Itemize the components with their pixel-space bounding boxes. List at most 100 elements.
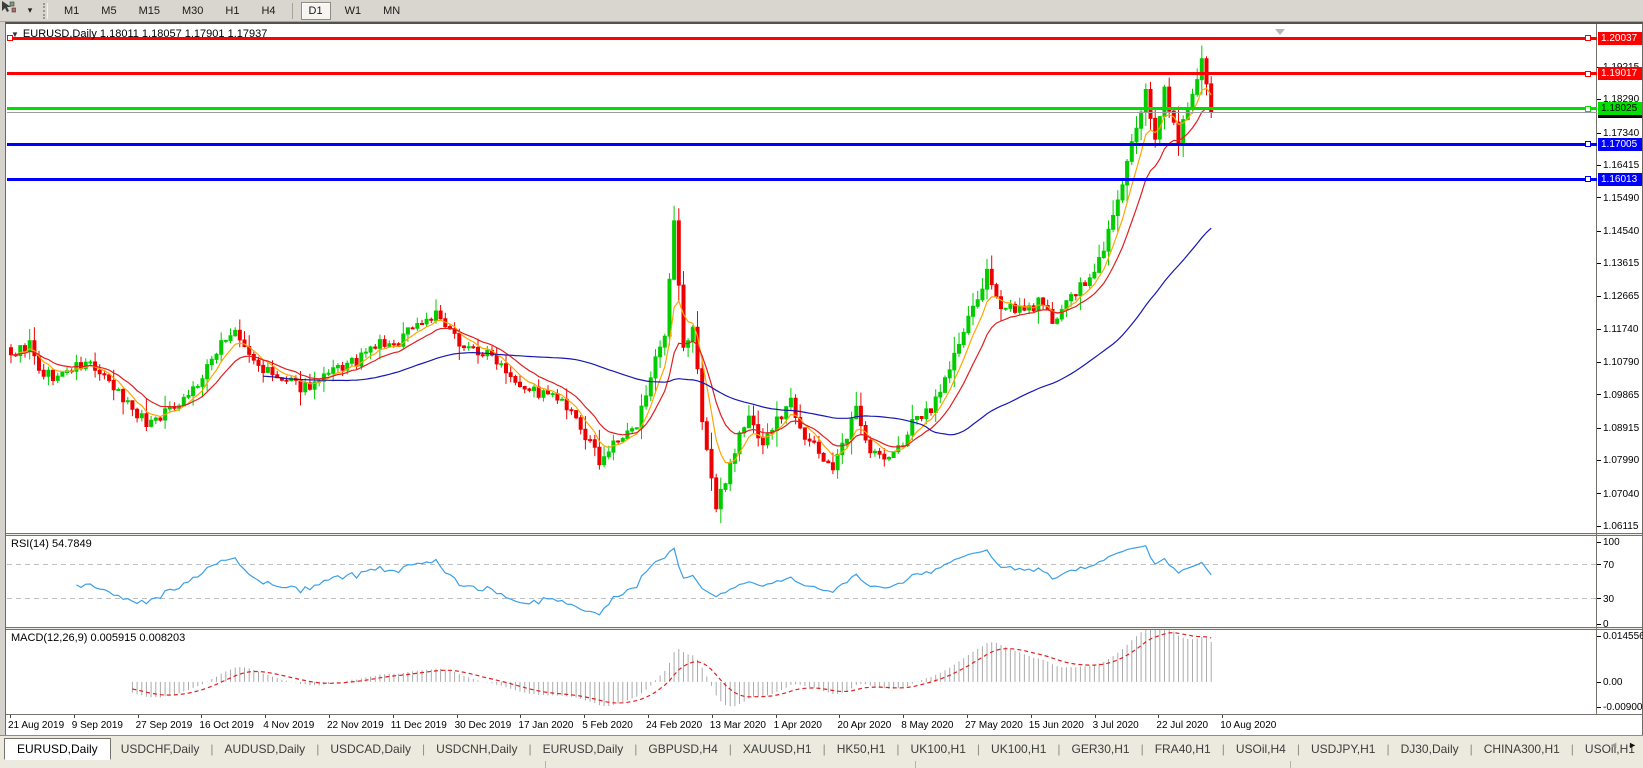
timeframe-button-m15[interactable]: M15	[131, 2, 168, 20]
rsi-tick-label: 100	[1597, 537, 1642, 548]
price-tick-label: 1.12665	[1597, 291, 1642, 302]
level-handle[interactable]	[7, 35, 13, 42]
level-handle[interactable]	[1585, 105, 1591, 112]
price-pane[interactable]: ▼ EURUSD,Daily 1.18011 1.18057 1.17901 1…	[7, 26, 1597, 533]
tab-divider: |	[1057, 742, 1061, 756]
tab-divider: |	[528, 742, 532, 756]
date-label: 21 Aug 2019	[8, 720, 65, 731]
price-tick-label: 1.14540	[1597, 226, 1642, 237]
pane-separator[interactable]	[6, 627, 1642, 630]
level-handle[interactable]	[1585, 141, 1591, 148]
chart-dropdown-icon[interactable]: ▼	[11, 29, 19, 39]
price-tick-label: 1.18290	[1597, 94, 1642, 105]
rsi-label: RSI(14) 54.7849	[11, 538, 92, 550]
date-tick	[648, 715, 649, 718]
chart-tab-gbpusd-h4[interactable]: GBPUSD,H4	[648, 742, 718, 756]
chart-tab-dj30-daily[interactable]: DJ30,Daily	[1400, 742, 1459, 756]
chart-cursor-icon[interactable]	[2, 1, 23, 20]
chart-tab-uk100-h1[interactable]: UK100,H1	[991, 742, 1047, 756]
date-label: 13 Mar 2020	[709, 720, 766, 731]
date-tick	[1030, 715, 1032, 718]
rsi-pane[interactable]: RSI(14) 54.7849	[7, 536, 1597, 627]
timeframe-button-d1[interactable]: D1	[300, 1, 331, 20]
date-label: 9 Sep 2019	[71, 720, 123, 731]
date-tick	[967, 715, 968, 718]
ma-fast	[10, 87, 1212, 464]
timeframe-button-m30[interactable]: M30	[174, 2, 211, 20]
chart-tab-usoil-h4[interactable]: USOil,H4	[1235, 742, 1286, 756]
toolbar-dropdown-icon[interactable]: ▾	[27, 5, 33, 15]
toolbar-grip-handle[interactable]	[43, 2, 48, 19]
timeframe-button-h4[interactable]: H4	[253, 2, 283, 20]
price-level-line[interactable]	[7, 72, 1597, 76]
level-price-badge: 1.18025	[1598, 102, 1642, 116]
chart-tab-eurusd-daily[interactable]: EURUSD,Daily	[542, 742, 624, 756]
date-tick	[839, 715, 841, 718]
chart-tab-audusd-daily[interactable]: AUDUSD,Daily	[224, 742, 306, 756]
chart-tabs-bar: EURUSD,Daily USDCHF,Daily | AUDUSD,Daily | US…	[0, 735, 1643, 768]
tab-divider: |	[896, 742, 900, 756]
level-handle[interactable]	[1585, 176, 1591, 183]
date-label: 27 Sep 2019	[135, 720, 193, 731]
date-tick	[584, 715, 586, 718]
timeframe-button-w1[interactable]: W1	[337, 2, 370, 20]
tab-divider: |	[822, 742, 826, 756]
timeframe-button-m5[interactable]: M5	[93, 2, 124, 20]
level-handle[interactable]	[1585, 35, 1591, 42]
level-price-badge: 1.16013	[1598, 172, 1642, 186]
tab-divider: |	[1221, 742, 1225, 756]
date-label: 5 Feb 2020	[582, 720, 633, 731]
date-label: 11 Dec 2019	[390, 720, 447, 731]
pane-separator[interactable]	[6, 533, 1642, 536]
price-level-line[interactable]	[7, 177, 1597, 181]
date-tick	[903, 715, 905, 718]
date-tick	[775, 715, 777, 718]
price-tick-label: 1.15490	[1597, 193, 1642, 204]
tab-divider: |	[976, 742, 981, 756]
macd-pane[interactable]: MACD(12,26,9) 0.005915 0.008203	[7, 630, 1597, 714]
price-level-line[interactable]	[7, 142, 1597, 146]
chart-tab-usdjpy-h1[interactable]: USDJPY,H1	[1310, 742, 1376, 756]
date-tick	[456, 715, 458, 718]
date-tick	[1094, 715, 1096, 718]
chart-tab-uk100-h1[interactable]: UK100,H1	[910, 742, 966, 756]
chart-tab-hk50-h1[interactable]: HK50,H1	[836, 742, 886, 756]
chart-tab-ger30-h1[interactable]: GER30,H1	[1071, 742, 1130, 756]
macd-label: MACD(12,26,9) 0.005915 0.008203	[11, 632, 186, 644]
price-level-line[interactable]	[7, 36, 1597, 40]
rsi-line	[76, 545, 1212, 616]
timeframe-button-m1[interactable]: M1	[56, 2, 87, 20]
price-level-line[interactable]	[7, 107, 1597, 111]
chart-tabs: EURUSD,Daily USDCHF,Daily | AUDUSD,Daily | US…	[4, 738, 1643, 760]
chart-tab-usdcnh-daily[interactable]: USDCNH,Daily	[436, 742, 518, 756]
price-tick-label: 1.08915	[1597, 423, 1642, 434]
chart-tab-china300-h1[interactable]: CHINA300,H1	[1483, 742, 1560, 756]
date-label: 4 Nov 2019	[263, 720, 315, 731]
chart-tab-usdcad-daily[interactable]: USDCAD,Daily	[330, 742, 411, 756]
toolbar-separator	[291, 2, 293, 19]
ma-slow	[263, 227, 1212, 436]
chart-tab-xauusd-h1[interactable]: XAUUSD,H1	[742, 742, 812, 756]
price-tick-label: 1.16415	[1597, 160, 1642, 171]
macd-axis: 0.014556 0.00 -0.009001	[1597, 630, 1643, 714]
date-axis[interactable]: 21 Aug 2019 9 Sep 2019 27 Sep 2019 16 Oct 2…	[6, 714, 1642, 735]
timeframe-button-h1[interactable]: H1	[217, 2, 247, 20]
chart-tab-eurusd-daily[interactable]: EURUSD,Daily	[4, 738, 111, 760]
date-tick	[1158, 715, 1160, 718]
date-label: 20 Apr 2020	[837, 720, 892, 731]
scroll-to-end-marker[interactable]	[1275, 29, 1285, 35]
rsi-tick-label: 0	[1597, 619, 1642, 630]
tabs-scroll-right-icon[interactable]: ►	[1628, 740, 1637, 750]
chart-tab-usdchf-daily[interactable]: USDCHF,Daily	[120, 742, 200, 756]
chart-tab-fra40-h1[interactable]: FRA40,H1	[1154, 742, 1211, 756]
price-axis[interactable]: 1.192151.182901.173401.164151.154901.145…	[1597, 26, 1642, 533]
date-label: 17 Jan 2020	[518, 720, 574, 731]
level-price-badge: 1.20037	[1598, 31, 1642, 45]
tabs-scroll-left-icon[interactable]: ◄	[1609, 740, 1619, 750]
chart-tab-usoil-h1[interactable]: USOil,H1	[1584, 742, 1635, 756]
timeframe-button-mn[interactable]: MN	[375, 2, 408, 20]
level-handle[interactable]	[1585, 70, 1591, 77]
tab-divider: |	[316, 742, 320, 756]
tabs-scroll: ◄ ►	[1609, 740, 1637, 750]
